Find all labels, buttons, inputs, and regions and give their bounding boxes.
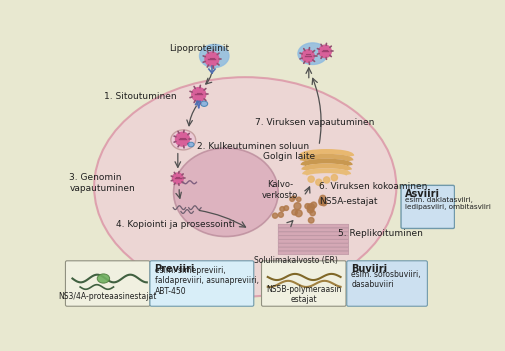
Ellipse shape	[94, 77, 396, 297]
Ellipse shape	[200, 101, 208, 106]
Text: 5. Replikoituminen: 5. Replikoituminen	[338, 229, 423, 238]
FancyBboxPatch shape	[262, 261, 346, 306]
Text: 2. Kulkeutuminen soluun: 2. Kulkeutuminen soluun	[197, 141, 310, 151]
Text: 7. Viruksen vapautuminen: 7. Viruksen vapautuminen	[256, 119, 375, 127]
Text: 4. Kopiointi ja prosessointi: 4. Kopiointi ja prosessointi	[116, 220, 235, 229]
Ellipse shape	[174, 148, 278, 237]
Text: esim. sofosbuviiri,
dasabuviiri: esim. sofosbuviiri, dasabuviiri	[351, 270, 421, 289]
Circle shape	[192, 87, 206, 101]
Text: Buviiri: Buviiri	[351, 264, 387, 274]
Circle shape	[280, 207, 285, 211]
Circle shape	[273, 213, 278, 218]
FancyBboxPatch shape	[278, 232, 349, 236]
FancyBboxPatch shape	[150, 261, 254, 306]
FancyBboxPatch shape	[278, 236, 349, 239]
Circle shape	[324, 177, 330, 183]
Text: esim. daklatasviiri,
ledipasviiri, ombitasviiri: esim. daklatasviiri, ledipasviiri, ombit…	[405, 197, 491, 210]
FancyBboxPatch shape	[278, 240, 349, 243]
Circle shape	[319, 198, 324, 204]
Circle shape	[302, 50, 314, 62]
Circle shape	[311, 202, 317, 208]
Text: NS5B-polymeraasin
estajat: NS5B-polymeraasin estajat	[267, 285, 342, 304]
Circle shape	[321, 200, 327, 206]
FancyBboxPatch shape	[278, 244, 349, 247]
Circle shape	[278, 212, 283, 217]
Circle shape	[316, 179, 322, 185]
Text: 6. Viruksen kokoaminen: 6. Viruksen kokoaminen	[319, 183, 427, 191]
Ellipse shape	[199, 45, 229, 67]
FancyBboxPatch shape	[278, 228, 349, 232]
Text: Kalvo-
verkosto: Kalvo- verkosto	[262, 180, 298, 200]
Ellipse shape	[188, 142, 194, 147]
Circle shape	[320, 195, 326, 201]
Text: NS5A-estajat: NS5A-estajat	[319, 197, 377, 206]
Circle shape	[290, 197, 294, 201]
Circle shape	[307, 207, 314, 213]
Ellipse shape	[298, 43, 327, 65]
Circle shape	[205, 52, 219, 66]
Circle shape	[319, 200, 324, 205]
Circle shape	[294, 203, 301, 210]
Circle shape	[284, 206, 288, 211]
Circle shape	[296, 197, 301, 201]
FancyBboxPatch shape	[278, 251, 349, 254]
Circle shape	[305, 204, 310, 209]
Circle shape	[176, 132, 189, 146]
FancyBboxPatch shape	[278, 247, 349, 251]
Ellipse shape	[97, 274, 110, 283]
Text: Solulimakalvosto (ER): Solulimakalvosto (ER)	[254, 256, 337, 265]
Circle shape	[331, 174, 337, 181]
Circle shape	[319, 45, 331, 58]
Circle shape	[172, 173, 183, 184]
Circle shape	[292, 196, 296, 199]
Text: Golgin laite: Golgin laite	[263, 152, 315, 160]
Circle shape	[309, 218, 314, 223]
Text: esim. simepreviiri,
faldapreviiri, asunapreviiri,
ABT-450: esim. simepreviiri, faldapreviiri, asuna…	[155, 266, 259, 296]
Ellipse shape	[171, 130, 195, 150]
Circle shape	[310, 211, 315, 216]
Text: Asviiri: Asviiri	[405, 189, 440, 199]
FancyBboxPatch shape	[66, 261, 150, 306]
Text: 1. Sitoutuminen: 1. Sitoutuminen	[105, 92, 177, 100]
FancyBboxPatch shape	[347, 261, 427, 306]
Text: 3. Genomin
vapautuminen: 3. Genomin vapautuminen	[69, 173, 135, 193]
Text: Previiri: Previiri	[155, 264, 195, 274]
FancyBboxPatch shape	[401, 185, 454, 229]
Circle shape	[308, 204, 315, 211]
Text: NS3/4A-proteaasinestajat: NS3/4A-proteaasinestajat	[58, 292, 157, 301]
Text: Lipoproteiinit: Lipoproteiinit	[169, 44, 229, 53]
Circle shape	[292, 210, 297, 215]
FancyBboxPatch shape	[278, 224, 349, 228]
Circle shape	[295, 210, 302, 217]
Circle shape	[308, 176, 314, 182]
